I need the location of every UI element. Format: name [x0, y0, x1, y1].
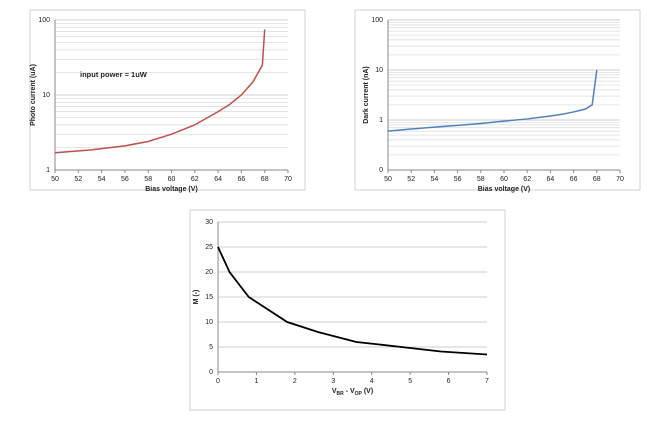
y-tick-label: 100	[371, 17, 383, 24]
x-tick-label: 64	[214, 176, 222, 183]
y-tick-label: 5	[209, 344, 213, 351]
panel-border	[354, 9, 641, 191]
x-tick-label: 2	[293, 378, 297, 385]
y-axis-label: Photo current (uA)	[30, 64, 37, 126]
panel-border	[189, 209, 506, 411]
y-axis-label: Dark current (nA)	[363, 66, 370, 124]
x-tick-label: 6	[447, 378, 451, 385]
y-tick-label: 15	[205, 294, 213, 301]
x-tick-label: 7	[485, 378, 489, 385]
y-axis-label: M (-)	[193, 290, 200, 305]
x-axis-label-part: V	[332, 388, 337, 395]
y-tick-label: 25	[205, 244, 213, 251]
x-tick-label: 70	[616, 176, 624, 183]
x-axis-label: Bias voltage (V)	[478, 186, 531, 193]
x-tick-label: 66	[570, 176, 578, 183]
y-tick-label: 10	[205, 319, 213, 326]
x-tick-label: 60	[168, 176, 176, 183]
x-tick-label: 50	[384, 176, 392, 183]
x-axis-label: Bias voltage (V)	[145, 186, 198, 193]
y-tick-label: 1	[379, 117, 383, 124]
x-tick-label: 54	[98, 176, 106, 183]
x-tick-label: 3	[331, 378, 335, 385]
x-axis-label: VBR - VOP (V)	[332, 388, 373, 397]
x-tick-label: 68	[593, 176, 601, 183]
data-line	[387, 69, 598, 132]
x-axis-label-part: Bias voltage (V)	[145, 186, 198, 193]
x-tick-label: 52	[74, 176, 82, 183]
y-tick-label: 10	[375, 67, 383, 74]
x-tick-label: 70	[284, 176, 292, 183]
data-line	[54, 29, 266, 154]
y-tick-label: 0	[209, 369, 213, 376]
x-axis-label-part: OP	[355, 391, 363, 397]
panel-border	[29, 9, 306, 191]
x-tick-label: 66	[238, 176, 246, 183]
x-tick-label: 56	[121, 176, 129, 183]
data-line	[217, 246, 488, 356]
x-tick-label: 58	[477, 176, 485, 183]
x-tick-label: 64	[547, 176, 555, 183]
x-tick-label: 68	[261, 176, 269, 183]
x-tick-label: 58	[144, 176, 152, 183]
y-tick-label: 1	[46, 167, 50, 174]
x-tick-label: 0	[216, 378, 220, 385]
x-tick-label: 56	[454, 176, 462, 183]
x-tick-label: 54	[431, 176, 439, 183]
x-tick-label: 60	[500, 176, 508, 183]
y-tick-label: 30	[205, 219, 213, 226]
x-tick-label: 4	[370, 378, 374, 385]
x-axis-label-part: - V	[344, 388, 355, 395]
y-tick-label: 0	[379, 167, 383, 174]
x-tick-label: 62	[523, 176, 531, 183]
x-axis-label-part: Bias voltage (V)	[478, 186, 531, 193]
x-axis-label-part: (V)	[362, 388, 373, 395]
x-tick-label: 62	[191, 176, 199, 183]
x-tick-label: 50	[51, 176, 59, 183]
x-axis-label-part: BR	[337, 391, 345, 397]
chart-panel: 1 10 100 50 52 54 56 58 60 62 64 66 68 70 Photo curren…	[29, 9, 306, 193]
y-tick-label: 20	[205, 269, 213, 276]
annotation: input power = 1uW	[80, 70, 148, 79]
chart-panel: 0 1 10 100 50 52 54 56 58 60 62 64 66 68 70 Dark curren…	[354, 9, 641, 193]
x-tick-label: 1	[254, 378, 258, 385]
x-tick-label: 5	[408, 378, 412, 385]
y-tick-label: 100	[38, 17, 50, 24]
chart-panel: 0 5 10 15 20 25 30 0 1 2 3 4 5 6 7 M (-) VBR - VOP (V)	[189, 209, 506, 411]
y-tick-label: 10	[42, 92, 50, 99]
x-tick-label: 52	[407, 176, 415, 183]
